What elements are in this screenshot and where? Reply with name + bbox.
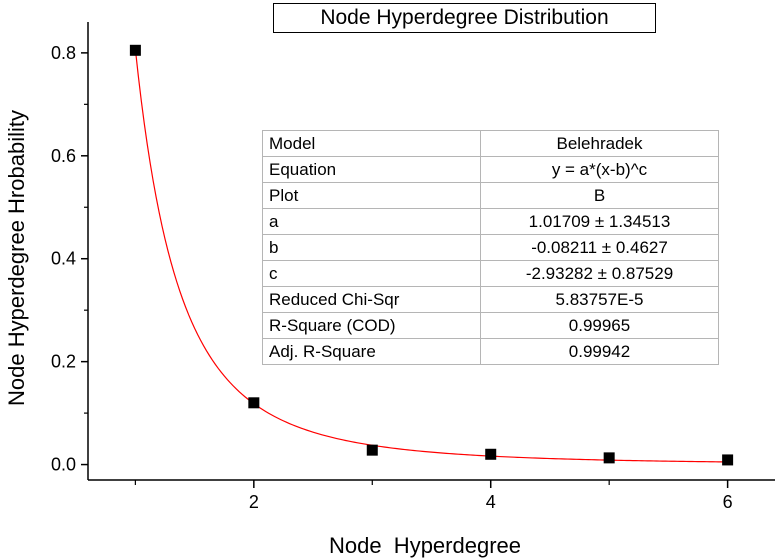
x-tick-label: 4: [486, 492, 496, 512]
fit-table-row: Adj. R-Square 0.99942: [262, 338, 719, 365]
chart-title: Node Hyperdegree Distribution: [273, 3, 656, 33]
fit-table-row: c -2.93282 ± 0.87529: [262, 260, 719, 287]
fit-table-key: c: [262, 260, 481, 287]
fit-table-key: Adj. R-Square: [262, 338, 481, 365]
y-tick-label: 0.6: [51, 146, 76, 166]
y-tick-label: 0.2: [51, 352, 76, 372]
x-tick-label: 6: [723, 492, 733, 512]
data-point: [603, 452, 615, 464]
fit-table-value: -2.93282 ± 0.87529: [480, 260, 719, 287]
fit-table-value: 1.01709 ± 1.34513: [480, 208, 719, 235]
fit-table-key: Plot: [262, 182, 481, 209]
fit-table-row: Plot B: [262, 182, 719, 209]
fit-table-row: Equation y = a*(x-b)^c: [262, 156, 719, 183]
fit-curve-group: [134, 49, 728, 463]
fit-table-value: 0.99965: [480, 312, 719, 339]
fit-table-value: -0.08211 ± 0.4627: [480, 234, 719, 261]
y-axis-label: Node Hyperdegree Hrobability: [4, 110, 29, 406]
fit-table-key: Equation: [262, 156, 481, 183]
data-point: [248, 397, 260, 409]
x-tick-label: 2: [249, 492, 259, 512]
fit-table-key: Model: [262, 130, 481, 157]
fit-table-row: a 1.01709 ± 1.34513: [262, 208, 719, 235]
fit-table-value: 0.99942: [480, 338, 719, 365]
fit-table-row: Reduced Chi-Sqr 5.83757E-5: [262, 286, 719, 313]
y-tick-label: 0.8: [51, 43, 76, 63]
data-point: [722, 454, 734, 466]
fit-table-row: b -0.08211 ± 0.4627: [262, 234, 719, 261]
y-tick-label: 0.0: [51, 455, 76, 475]
fit-table-value: 5.83757E-5: [480, 286, 719, 313]
axes: 0.0 0.2 0.4 0.6 0.8 2 4 6: [51, 22, 775, 512]
fit-table-key: b: [262, 234, 481, 261]
fit-table-value: B: [480, 182, 719, 209]
data-point: [485, 448, 497, 460]
data-points-group: [129, 44, 734, 466]
fit-results-table: Model Belehradek Equation y = a*(x-b)^c Plot…: [262, 130, 719, 365]
fit-table-key: Reduced Chi-Sqr: [262, 286, 481, 313]
fit-table-row: R-Square (COD) 0.99965: [262, 312, 719, 339]
fit-table-value: y = a*(x-b)^c: [480, 156, 719, 183]
fit-table-value: Belehradek: [480, 130, 719, 157]
data-point: [366, 444, 378, 456]
fit-table-key: a: [262, 208, 481, 235]
fit-table-row: Model Belehradek: [262, 130, 719, 157]
data-point: [129, 44, 141, 56]
y-tick-label: 0.4: [51, 249, 76, 269]
fit-curve: [134, 49, 728, 463]
fit-table-key: R-Square (COD): [262, 312, 481, 339]
x-axis-label: Node Hyperdegree: [329, 533, 521, 558]
